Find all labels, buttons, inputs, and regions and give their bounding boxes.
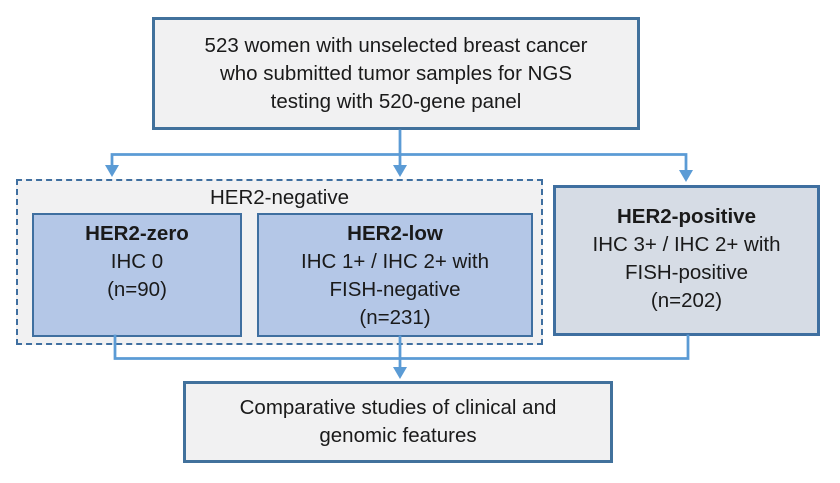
her2-zero-title: HER2-zero [85, 222, 189, 245]
outcome-line: genomic features [319, 424, 477, 447]
her2-negative-group-label: HER2-negative [209, 186, 349, 209]
her2-zero-box: HER2-zero IHC 0 (n=90) [32, 213, 242, 337]
arrowhead-to-her2-negative-left-icon [105, 165, 119, 177]
her2-low-count: (n=231) [359, 306, 431, 329]
her2-low-line: IHC 1+ / IHC 2+ with [301, 250, 489, 273]
outcome-line: Comparative studies of clinical and [239, 396, 557, 419]
her2-zero-line: IHC 0 [110, 250, 164, 273]
arrowhead-to-her2-negative-center-icon [393, 165, 407, 177]
source-population-line: who submitted tumor samples for NGS [219, 61, 573, 85]
arrowhead-to-outcome-icon [393, 367, 407, 379]
her2-positive-count: (n=202) [650, 289, 723, 312]
arrowhead-to-her2-positive-icon [679, 170, 693, 182]
her2-positive-title: HER2-positive [617, 205, 756, 228]
source-population-line: testing with 520-gene panel [270, 89, 522, 113]
outcome-box: Comparative studies of clinical and geno… [183, 381, 613, 463]
her2-positive-line: FISH-positive [624, 261, 749, 284]
her2-low-box: HER2-low IHC 1+ / IHC 2+ with FISH-negat… [257, 213, 533, 337]
source-population-line: 523 women with unselected breast cancer [204, 33, 588, 57]
her2-zero-count: (n=90) [107, 278, 167, 301]
her2-positive-box: HER2-positive IHC 3+ / IHC 2+ with FISH-… [553, 185, 820, 336]
source-population-box: 523 women with unselected breast cancer … [152, 17, 640, 130]
her2-positive-line: IHC 3+ / IHC 2+ with [592, 233, 781, 256]
her2-low-title: HER2-low [347, 222, 443, 245]
her2-low-line: FISH-negative [329, 278, 461, 301]
